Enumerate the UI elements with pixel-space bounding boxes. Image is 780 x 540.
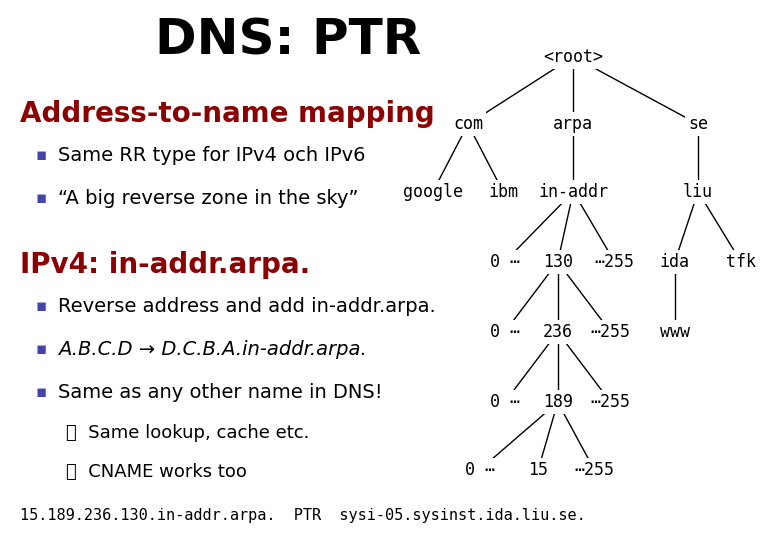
Text: ⋯255: ⋯255 — [594, 253, 635, 271]
Text: www: www — [660, 323, 690, 341]
Text: ▪: ▪ — [35, 189, 46, 207]
Text: 0 ⋯: 0 ⋯ — [490, 323, 519, 341]
Text: google: google — [403, 183, 463, 201]
Text: ▪: ▪ — [35, 383, 46, 401]
Text: Address-to-name mapping: Address-to-name mapping — [20, 100, 434, 128]
Text: ⓘ  Same lookup, cache etc.: ⓘ Same lookup, cache etc. — [66, 424, 310, 442]
Text: <root>: <root> — [544, 48, 603, 66]
Text: se: se — [688, 115, 708, 133]
Text: tfk: tfk — [726, 253, 756, 271]
Text: ibm: ibm — [488, 183, 518, 201]
Text: IPv4: in-addr.arpa.: IPv4: in-addr.arpa. — [20, 251, 310, 279]
Text: ⋯255: ⋯255 — [590, 393, 631, 411]
Text: 15.189.236.130.in-addr.arpa.  PTR  sysi-05.sysinst.ida.liu.se.: 15.189.236.130.in-addr.arpa. PTR sysi-05… — [20, 508, 585, 523]
Text: 0 ⋯: 0 ⋯ — [465, 461, 495, 479]
Text: 0 ⋯: 0 ⋯ — [490, 253, 519, 271]
Text: 236: 236 — [543, 323, 573, 341]
Text: Same RR type for IPv4 och IPv6: Same RR type for IPv4 och IPv6 — [58, 146, 366, 165]
Text: ▪: ▪ — [35, 146, 46, 164]
Text: com: com — [453, 115, 483, 133]
Text: A.B.C.D → D.C.B.A.in-addr.arpa.: A.B.C.D → D.C.B.A.in-addr.arpa. — [58, 340, 367, 359]
Text: 15: 15 — [528, 461, 548, 479]
Text: “A big reverse zone in the sky”: “A big reverse zone in the sky” — [58, 189, 359, 208]
Text: Reverse address and add in-addr.arpa.: Reverse address and add in-addr.arpa. — [58, 297, 436, 316]
Text: in-addr: in-addr — [538, 183, 608, 201]
Text: 0 ⋯: 0 ⋯ — [490, 393, 519, 411]
Text: ⓘ  CNAME works too: ⓘ CNAME works too — [66, 463, 247, 481]
Text: 130: 130 — [543, 253, 573, 271]
Text: ▪: ▪ — [35, 340, 46, 358]
Text: ⋯255: ⋯255 — [574, 461, 615, 479]
Text: liu: liu — [683, 183, 713, 201]
Text: arpa: arpa — [553, 115, 594, 133]
Text: ⋯255: ⋯255 — [590, 323, 631, 341]
Text: 189: 189 — [543, 393, 573, 411]
Text: Same as any other name in DNS!: Same as any other name in DNS! — [58, 383, 383, 402]
Text: ▪: ▪ — [35, 297, 46, 315]
Text: ida: ida — [660, 253, 690, 271]
Text: DNS: PTR: DNS: PTR — [155, 16, 422, 64]
